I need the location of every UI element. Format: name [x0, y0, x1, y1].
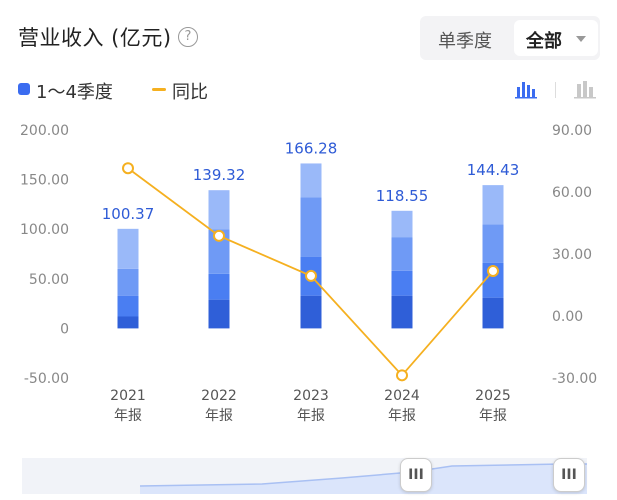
bar-segment: [482, 185, 504, 225]
toggle-all-label: 全部: [526, 31, 562, 52]
bar-segment: [482, 297, 504, 329]
legend-line-swatch: [152, 88, 166, 91]
chart-type-divider: [555, 82, 556, 98]
bar-segment: [208, 229, 230, 274]
y-right-tick-label: 60.00: [552, 185, 592, 201]
bar-data-label: 100.37: [102, 205, 155, 223]
yoy-point: [305, 269, 317, 282]
x-tick-label: 2022: [201, 388, 237, 404]
y-right-tick-label: 90.00: [552, 123, 592, 139]
chevron-down-icon: [576, 36, 586, 42]
x-tick-label: 2021: [110, 388, 146, 404]
bar-segment: [117, 268, 139, 296]
y-left-tick-label: 100.00: [20, 222, 69, 238]
bar-segment: [300, 295, 322, 329]
bar-chart-icon[interactable]: [515, 79, 537, 99]
y-right-tick-label: 0.00: [552, 309, 583, 325]
bar-segment: [208, 273, 230, 300]
toggle-single-quarter[interactable]: 单季度: [438, 31, 492, 52]
legend-bar-swatch: [18, 83, 30, 95]
yoy-point: [396, 369, 408, 382]
bar-data-label: 166.28: [285, 139, 338, 157]
slider-preview: [139, 463, 587, 494]
x-tick-label: 年报: [479, 408, 507, 424]
period-toggle: 单季度 全部: [420, 16, 600, 60]
bar-segment: [300, 197, 322, 257]
x-tick-label: 年报: [205, 408, 233, 424]
bar-segment: [391, 295, 413, 329]
y-left-tick-label: 50.00: [29, 272, 69, 288]
bar-segment: [208, 190, 230, 230]
y-left-tick-label: 150.00: [20, 173, 69, 189]
slider-right-handle[interactable]: III: [553, 458, 585, 492]
yoy-point: [487, 264, 499, 277]
yoy-point: [122, 162, 134, 175]
y-left-tick-label: -50.00: [24, 371, 69, 387]
bar-segment: [117, 228, 139, 269]
bar-segment: [117, 316, 139, 329]
y-right-tick-label: -30.00: [552, 371, 597, 387]
toggle-all[interactable]: 全部: [514, 20, 598, 56]
bar-segment: [391, 237, 413, 271]
x-tick-label: 年报: [114, 408, 142, 424]
yoy-point: [213, 229, 225, 242]
column-chart-icon[interactable]: [574, 79, 596, 99]
x-tick-label: 2023: [293, 388, 329, 404]
x-tick-label: 年报: [388, 408, 416, 424]
bar-segment: [208, 299, 230, 329]
bar-data-label: 118.55: [376, 187, 429, 205]
bar-segment: [117, 295, 139, 317]
slider-left-handle[interactable]: III: [400, 458, 432, 492]
bar-segment: [391, 210, 413, 238]
x-tick-label: 年报: [297, 408, 325, 424]
bar-data-label: 139.32: [193, 166, 246, 184]
bar-data-label: 144.43: [467, 161, 520, 179]
revenue-chart: 200.00 150.00 100.00 50.00 0 -50.00 90.00 60.00…: [20, 123, 597, 424]
bar-segment: [300, 163, 322, 198]
page-title: 营业收入 (亿元): [18, 26, 172, 50]
bar-segment: [482, 224, 504, 263]
legend-bars-label[interactable]: 1～4季度: [36, 82, 113, 103]
y-left-tick-label: 0: [60, 321, 69, 337]
range-slider[interactable]: III III: [22, 458, 587, 494]
x-tick-label: 2024: [384, 388, 420, 404]
y-left-tick-label: 200.00: [20, 123, 69, 139]
bar-segment: [391, 270, 413, 296]
question-circle-icon[interactable]: ?: [178, 27, 198, 47]
y-right-tick-label: 30.00: [552, 247, 592, 263]
x-tick-label: 2025: [475, 388, 511, 404]
legend-line-label[interactable]: 同比: [172, 82, 208, 103]
